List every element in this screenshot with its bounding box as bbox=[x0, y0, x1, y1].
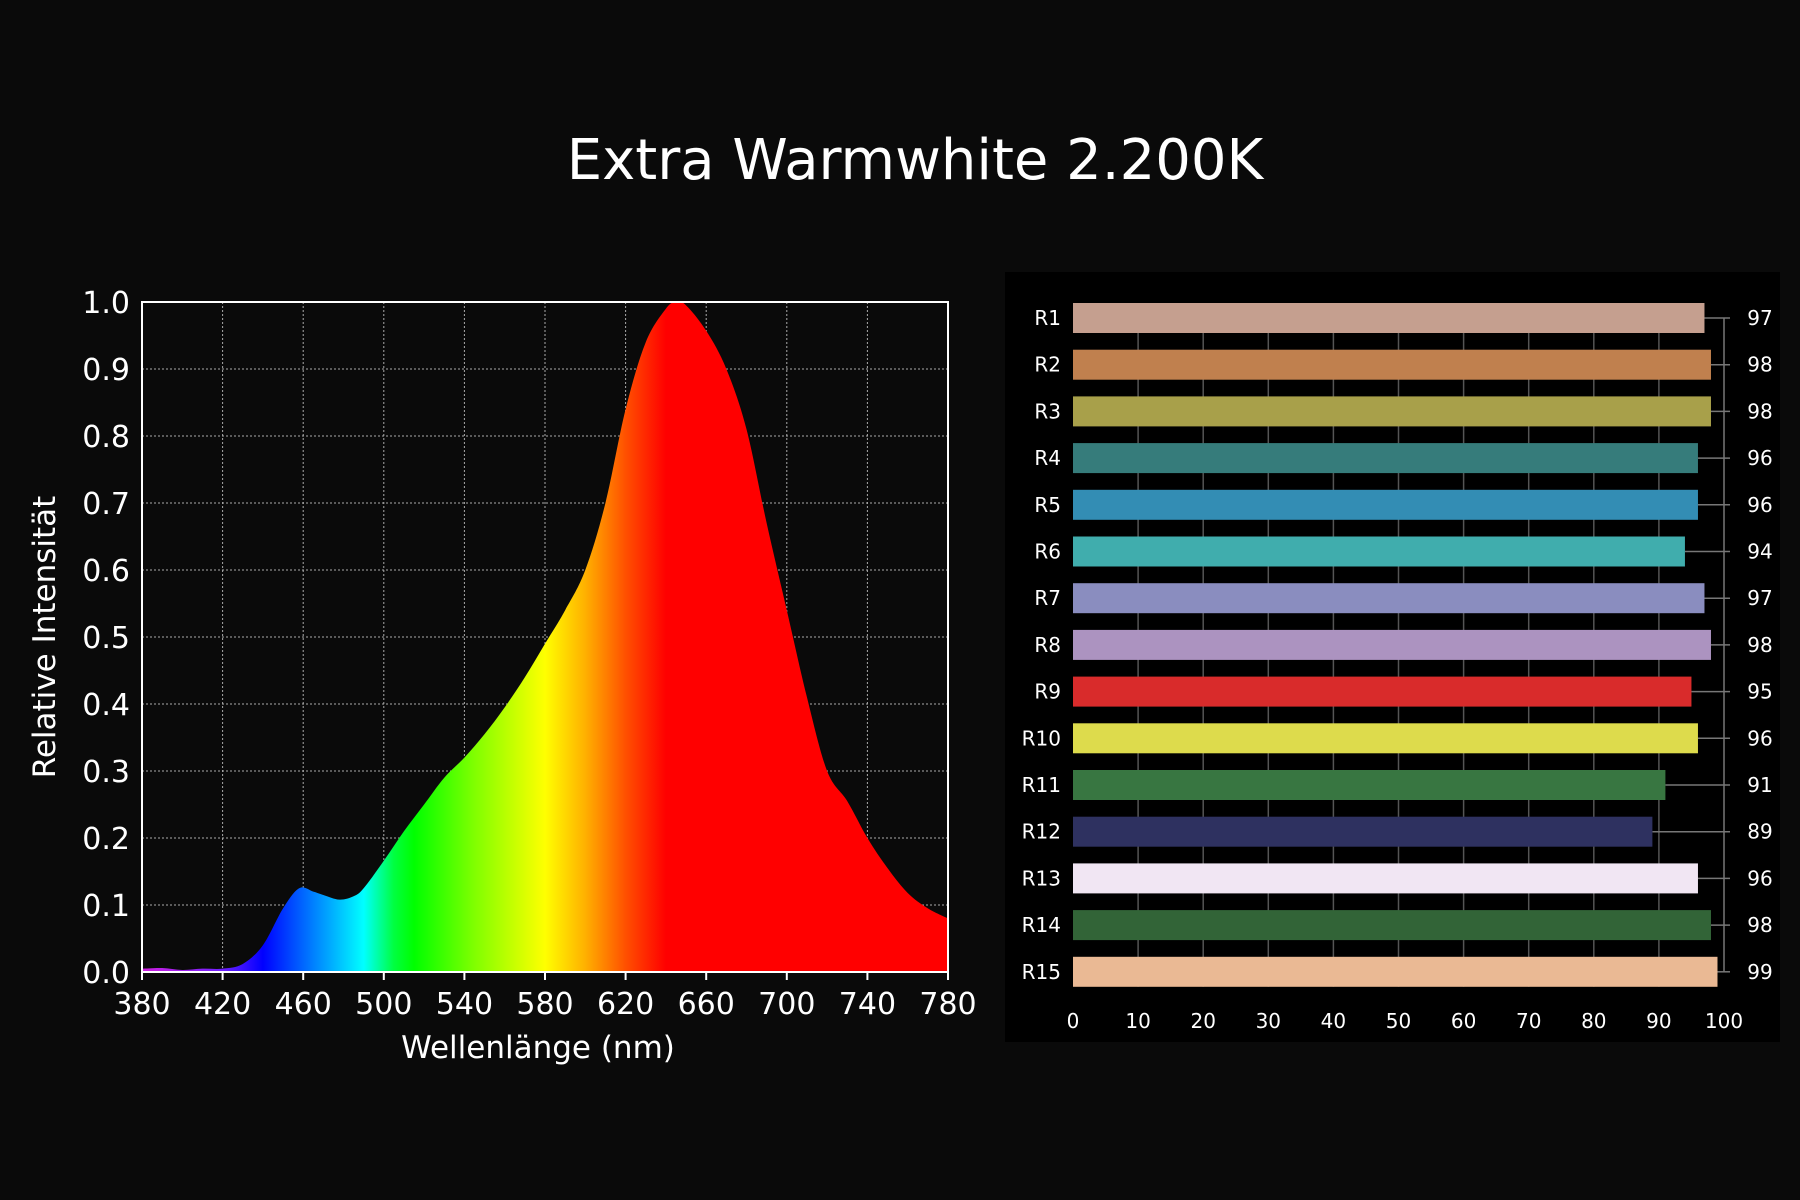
bar-value-label: 98 bbox=[1747, 913, 1772, 937]
bar-r14 bbox=[1073, 910, 1711, 941]
bar-value-label: 97 bbox=[1747, 306, 1772, 330]
bar-r4 bbox=[1073, 443, 1698, 474]
y-tick-label: 0.3 bbox=[82, 755, 130, 790]
x-axis-label: Wellenlänge (nm) bbox=[401, 1030, 675, 1066]
x-tick-label: 740 bbox=[839, 987, 896, 1022]
bar-value-label: 99 bbox=[1747, 960, 1772, 984]
bar-category-label: R11 bbox=[1022, 773, 1061, 797]
y-tick-label: 0.7 bbox=[82, 487, 130, 522]
bar-r6 bbox=[1073, 536, 1685, 567]
bar-category-label: R4 bbox=[1034, 446, 1061, 470]
bar-r3 bbox=[1073, 396, 1711, 427]
y-tick-label: 0.0 bbox=[82, 956, 130, 991]
bar-category-label: R6 bbox=[1034, 540, 1061, 564]
bar-value-label: 89 bbox=[1747, 820, 1772, 844]
bar-value-label: 98 bbox=[1747, 633, 1772, 657]
y-tick-label: 1.0 bbox=[82, 286, 130, 321]
x-tick-label: 500 bbox=[355, 987, 412, 1022]
x-tick-label: 660 bbox=[678, 987, 735, 1022]
bar-value-label: 96 bbox=[1747, 866, 1772, 890]
x-tick-label: 580 bbox=[516, 987, 573, 1022]
bar-value-label: 97 bbox=[1747, 586, 1772, 610]
bar-x-tick-label: 100 bbox=[1705, 1009, 1743, 1033]
bar-x-tick-label: 10 bbox=[1125, 1009, 1150, 1033]
bar-r15 bbox=[1073, 956, 1718, 987]
y-tick-label: 0.1 bbox=[82, 889, 130, 924]
bar-category-label: R14 bbox=[1022, 913, 1061, 937]
bar-category-label: R12 bbox=[1022, 820, 1061, 844]
bar-category-label: R3 bbox=[1034, 399, 1061, 423]
bar-value-label: 96 bbox=[1747, 726, 1772, 750]
spectrum-area bbox=[142, 301, 948, 972]
bar-category-label: R15 bbox=[1022, 960, 1061, 984]
bar-value-label: 91 bbox=[1747, 773, 1772, 797]
bar-x-tick-label: 30 bbox=[1256, 1009, 1281, 1033]
bar-value-label: 95 bbox=[1747, 680, 1772, 704]
bar-r8 bbox=[1073, 629, 1711, 660]
bar-category-label: R5 bbox=[1034, 493, 1061, 517]
bar-value-label: 98 bbox=[1747, 399, 1772, 423]
bar-value-label: 94 bbox=[1747, 540, 1772, 564]
x-tick-label: 460 bbox=[275, 987, 332, 1022]
bar-r10 bbox=[1073, 723, 1698, 754]
y-tick-label: 0.5 bbox=[82, 621, 130, 656]
bar-r5 bbox=[1073, 489, 1698, 520]
bar-x-tick-label: 20 bbox=[1190, 1009, 1215, 1033]
x-tick-label: 780 bbox=[919, 987, 976, 1022]
y-tick-label: 0.9 bbox=[82, 353, 130, 388]
bar-r12 bbox=[1073, 816, 1653, 847]
bar-value-label: 98 bbox=[1747, 353, 1772, 377]
y-tick-label: 0.2 bbox=[82, 822, 130, 857]
y-axis-label: Relative Intensität bbox=[27, 496, 63, 779]
bar-category-label: R2 bbox=[1034, 353, 1061, 377]
bar-category-label: R10 bbox=[1022, 726, 1061, 750]
x-tick-label: 700 bbox=[758, 987, 815, 1022]
bar-r1 bbox=[1073, 303, 1705, 333]
bar-r2 bbox=[1073, 349, 1711, 380]
y-tick-label: 0.4 bbox=[82, 688, 130, 723]
y-tick-label: 0.6 bbox=[82, 554, 130, 589]
bar-x-tick-label: 80 bbox=[1581, 1009, 1606, 1033]
x-tick-label: 540 bbox=[436, 987, 493, 1022]
chart-title: Extra Warmwhite 2.200K bbox=[566, 128, 1264, 193]
bar-r7 bbox=[1073, 583, 1705, 614]
x-tick-label: 620 bbox=[597, 987, 654, 1022]
y-tick-label: 0.8 bbox=[82, 420, 130, 455]
bar-x-tick-label: 90 bbox=[1646, 1009, 1671, 1033]
x-tick-label: 420 bbox=[194, 987, 251, 1022]
bar-value-label: 96 bbox=[1747, 446, 1772, 470]
bar-r13 bbox=[1073, 863, 1698, 894]
bar-category-label: R7 bbox=[1034, 586, 1061, 610]
bar-x-tick-label: 60 bbox=[1451, 1009, 1476, 1033]
bar-value-label: 96 bbox=[1747, 493, 1772, 517]
bar-category-label: R1 bbox=[1034, 306, 1061, 330]
bar-x-tick-label: 0 bbox=[1067, 1009, 1080, 1033]
bar-r9 bbox=[1073, 676, 1692, 707]
bar-r11 bbox=[1073, 770, 1666, 800]
x-tick-label: 380 bbox=[113, 987, 170, 1022]
bar-x-tick-label: 70 bbox=[1516, 1009, 1541, 1033]
bar-category-label: R13 bbox=[1022, 866, 1061, 890]
bar-category-label: R9 bbox=[1034, 680, 1061, 704]
bar-category-label: R8 bbox=[1034, 633, 1061, 657]
bar-x-tick-label: 40 bbox=[1321, 1009, 1346, 1033]
bar-x-tick-label: 50 bbox=[1386, 1009, 1411, 1033]
